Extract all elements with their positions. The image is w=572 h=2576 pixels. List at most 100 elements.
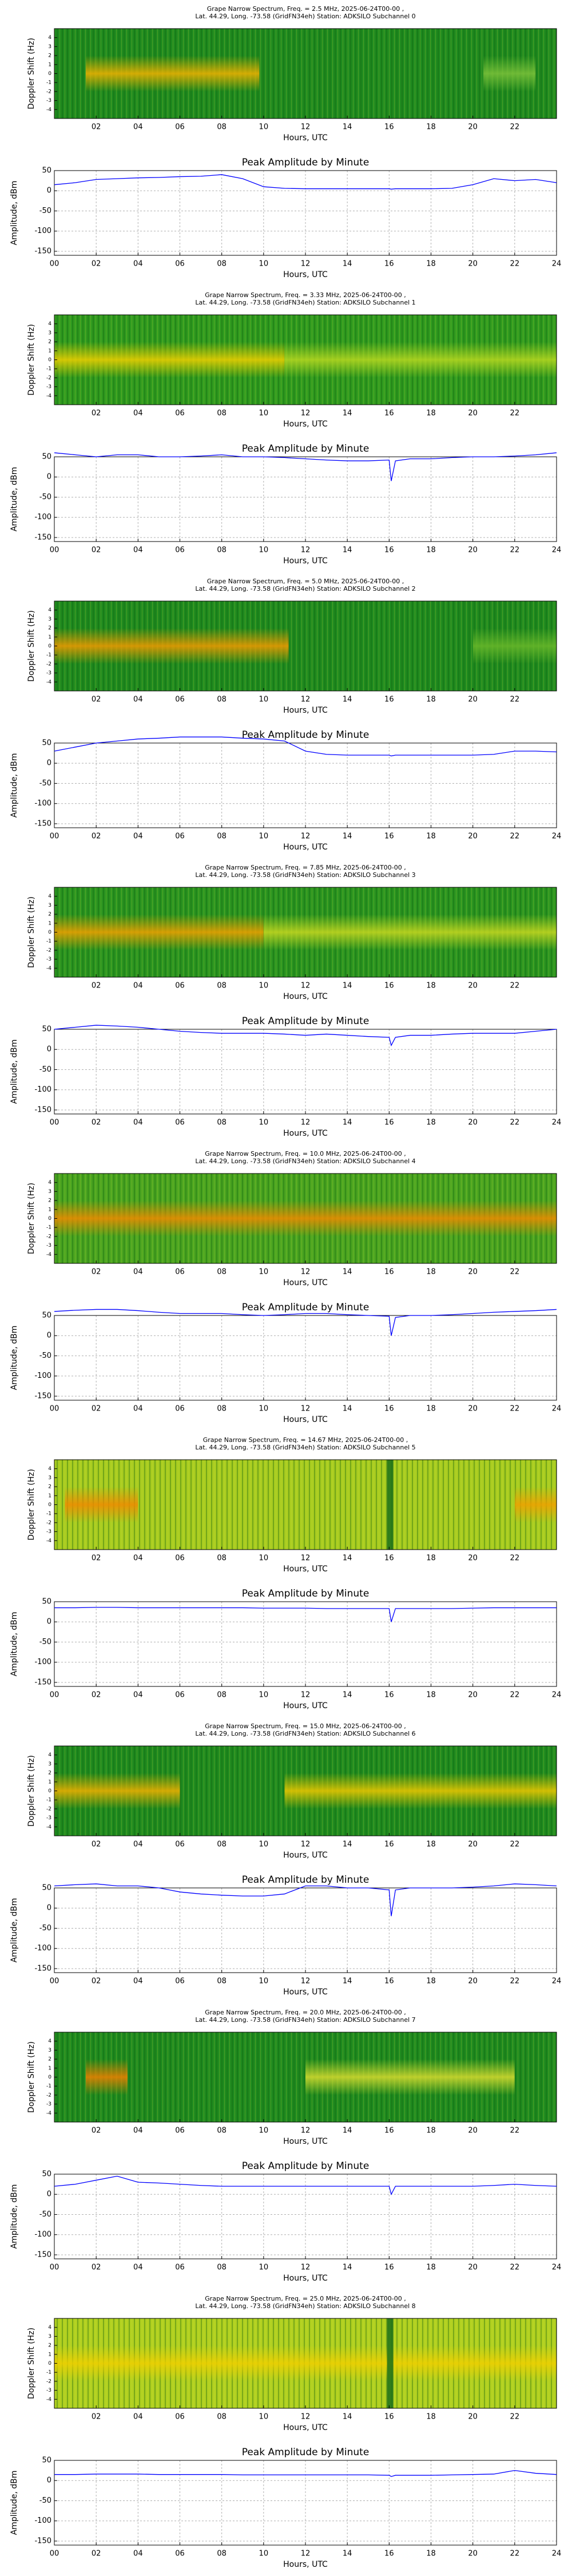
- x-tick-label: 02: [92, 1119, 101, 1127]
- x-axis-label: Hours, UTC: [283, 1278, 328, 1287]
- signal-band: [54, 2345, 557, 2381]
- x-tick-label: 12: [301, 1119, 311, 1127]
- y-axis-label: Amplitude, dBm: [10, 1040, 19, 1104]
- y-tick-label: -1: [46, 2370, 51, 2376]
- x-tick-label: 16: [384, 2127, 394, 2135]
- x-tick-label: 18: [426, 2263, 436, 2272]
- plot-frame: [54, 456, 557, 542]
- x-tick-label: 24: [552, 1691, 562, 1700]
- chart-title: Lat. 44.29, Long. -73.58 (GridFN34eh) St…: [195, 1157, 415, 1165]
- x-tick-label: 08: [217, 832, 227, 841]
- plot-frame: [54, 1745, 557, 1836]
- chart-title: Lat. 44.29, Long. -73.58 (GridFN34eh) St…: [195, 299, 415, 306]
- x-tick-label: 20: [468, 1977, 478, 1986]
- signal-band: [54, 628, 289, 664]
- x-tick-label: 14: [343, 1691, 352, 1700]
- x-tick-label: 08: [217, 982, 227, 990]
- y-tick-label: 50: [42, 2170, 51, 2179]
- chart-title: Peak Amplitude by Minute: [242, 1874, 370, 1886]
- y-tick-label: 2: [48, 912, 51, 918]
- amplitude-line: [54, 452, 557, 481]
- x-tick-label: 18: [426, 1977, 436, 1986]
- x-tick-label: 24: [552, 2263, 562, 2272]
- x-axis-label: Hours, UTC: [283, 1415, 328, 1424]
- signal-band: [305, 2059, 515, 2095]
- x-tick-label: 16: [384, 2550, 394, 2558]
- amplitude-line: [54, 2470, 557, 2477]
- x-tick-label: 14: [343, 1119, 352, 1127]
- y-tick-label: 0: [47, 2190, 51, 2199]
- y-tick-label: -150: [34, 819, 51, 828]
- y-tick-label: -3: [46, 98, 51, 104]
- y-tick-label: 2: [48, 1198, 51, 1204]
- x-tick-label: 02: [92, 832, 101, 841]
- x-tick-label: 10: [259, 123, 269, 132]
- x-tick-label: 20: [468, 1840, 478, 1849]
- x-tick-label: 16: [384, 2263, 394, 2272]
- y-tick-label: 3: [48, 330, 51, 336]
- x-tick-label: 14: [343, 982, 352, 990]
- y-tick-label: -100: [34, 1372, 51, 1380]
- x-tick-label: 04: [133, 1691, 143, 1700]
- x-tick-label: 18: [426, 1554, 436, 1563]
- x-tick-label: 12: [301, 123, 311, 132]
- x-tick-label: 10: [259, 1840, 269, 1849]
- x-tick-label: 08: [217, 260, 227, 268]
- x-tick-label: 16: [384, 1268, 394, 1277]
- y-tick-label: -2: [46, 661, 51, 667]
- x-tick-label: 16: [384, 696, 394, 704]
- x-axis-label: Hours, UTC: [283, 706, 328, 715]
- x-tick-label: 06: [175, 1119, 185, 1127]
- x-tick-label: 00: [50, 1691, 59, 1700]
- x-tick-label: 10: [259, 1691, 269, 1700]
- x-tick-label: 16: [384, 1977, 394, 1986]
- x-tick-label: 10: [259, 409, 269, 418]
- y-tick-label: 50: [42, 1311, 51, 1320]
- x-tick-label: 20: [468, 409, 478, 418]
- x-tick-label: 06: [175, 1405, 185, 1413]
- y-tick-label: -150: [34, 247, 51, 255]
- y-tick-label: 50: [42, 167, 51, 175]
- x-tick-label: 00: [50, 2550, 59, 2558]
- y-tick-label: 1: [48, 920, 51, 926]
- chart-title: Grape Narrow Spectrum, Freq. = 2.5 MHz, …: [207, 5, 404, 13]
- y-tick-label: -2: [46, 1520, 51, 1526]
- chart-title: Lat. 44.29, Long. -73.58 (GridFN34eh) St…: [195, 2302, 415, 2310]
- amplitude-line: [54, 174, 557, 190]
- chart-title: Peak Amplitude by Minute: [242, 1016, 370, 1027]
- x-tick-label: 22: [510, 1554, 520, 1563]
- chart-title: Grape Narrow Spectrum, Freq. = 15.0 MHz,…: [205, 1722, 406, 1730]
- x-tick-label: 04: [133, 260, 143, 268]
- x-tick-label: 08: [217, 1119, 227, 1127]
- x-tick-label: 12: [301, 2413, 311, 2421]
- signal-band: [284, 1773, 557, 1809]
- y-tick-label: 0: [48, 643, 51, 649]
- x-axis-label: Hours, UTC: [283, 1988, 328, 1997]
- y-tick-label: 0: [47, 1618, 51, 1626]
- y-axis-label: Doppler Shift (Hz): [27, 1183, 36, 1254]
- x-tick-label: 06: [175, 1977, 185, 1986]
- x-tick-label: 10: [259, 1119, 269, 1127]
- x-tick-label: 20: [468, 123, 478, 132]
- x-tick-label: 10: [259, 1268, 269, 1277]
- signal-band: [54, 914, 264, 950]
- x-axis-label: Hours, UTC: [283, 270, 328, 279]
- x-tick-label: 04: [133, 2413, 143, 2421]
- y-tick-label: -1: [46, 2084, 51, 2089]
- y-tick-label: -3: [46, 2101, 51, 2107]
- x-tick-label: 20: [468, 832, 478, 841]
- x-tick-label: 22: [510, 546, 520, 555]
- x-tick-label: 08: [217, 1554, 227, 1563]
- x-tick-label: 02: [92, 1268, 101, 1277]
- x-tick-label: 20: [468, 1268, 478, 1277]
- x-tick-label: 00: [50, 260, 59, 268]
- y-tick-label: 1: [48, 1779, 51, 1785]
- x-tick-label: 10: [259, 696, 269, 704]
- x-tick-label: 22: [510, 982, 520, 990]
- plot-frame: [54, 1173, 557, 1264]
- x-tick-label: 18: [426, 832, 436, 841]
- x-tick-label: 08: [217, 2550, 227, 2558]
- y-axis-label: Amplitude, dBm: [10, 2184, 19, 2249]
- chart-title: Peak Amplitude by Minute: [242, 443, 370, 455]
- y-tick-label: -2: [46, 947, 51, 953]
